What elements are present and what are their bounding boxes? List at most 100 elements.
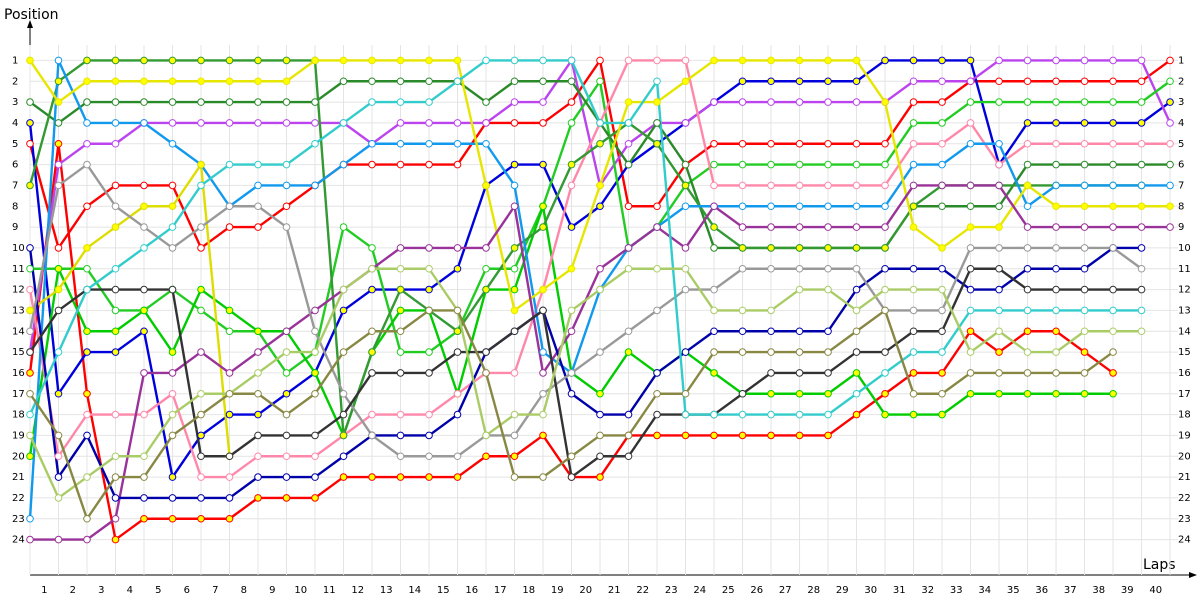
point — [425, 98, 433, 106]
point — [881, 139, 889, 148]
point — [1109, 119, 1117, 127]
point — [197, 160, 205, 169]
point — [396, 139, 405, 148]
point — [1052, 306, 1060, 315]
point — [1137, 327, 1146, 336]
point — [852, 160, 861, 169]
point — [254, 410, 262, 419]
point — [26, 56, 34, 65]
y-tick-label-right: 8 — [1178, 201, 1184, 212]
point — [111, 119, 120, 127]
point — [852, 285, 861, 294]
point — [881, 369, 889, 377]
point — [54, 348, 63, 356]
point — [1109, 98, 1117, 106]
point — [539, 223, 547, 231]
point — [767, 327, 775, 336]
point — [710, 410, 718, 419]
x-tick-label: 12 — [351, 585, 364, 596]
point — [567, 327, 576, 336]
point — [852, 181, 861, 190]
y-tick-label-right: 9 — [1178, 222, 1184, 233]
point — [1080, 369, 1089, 377]
point — [1052, 264, 1060, 273]
point — [1137, 181, 1146, 190]
point — [1166, 181, 1174, 190]
point — [510, 473, 519, 481]
x-tick-label: 16 — [465, 585, 478, 596]
point — [282, 119, 291, 127]
point — [453, 327, 462, 336]
point — [995, 56, 1003, 65]
point — [396, 452, 405, 461]
point — [254, 473, 262, 481]
point — [995, 327, 1003, 336]
point — [767, 56, 775, 65]
y-tick-label-right: 1 — [1178, 55, 1184, 66]
point — [596, 56, 604, 65]
point — [938, 119, 946, 127]
point — [795, 348, 804, 356]
point — [26, 139, 34, 148]
point — [767, 369, 775, 377]
point — [26, 514, 34, 523]
point — [197, 181, 205, 190]
point — [852, 202, 861, 211]
point — [1023, 348, 1032, 356]
point — [1166, 223, 1174, 231]
point — [1052, 160, 1060, 169]
point — [596, 264, 604, 273]
point — [168, 98, 177, 106]
point — [482, 98, 490, 106]
point — [596, 348, 604, 356]
point — [966, 98, 975, 106]
point — [1052, 77, 1060, 86]
point — [282, 56, 291, 65]
y-tick-label-right: 15 — [1178, 347, 1191, 358]
point — [26, 264, 34, 273]
point — [254, 494, 262, 502]
x-tick-label: 31 — [893, 585, 906, 596]
point — [767, 306, 775, 315]
point — [482, 139, 490, 148]
point — [225, 98, 234, 106]
point — [396, 98, 405, 106]
x-tick-label: 13 — [380, 585, 393, 596]
point — [1052, 181, 1060, 190]
point — [1137, 306, 1146, 315]
point — [1109, 285, 1117, 294]
point — [282, 348, 291, 356]
x-tick-label: 3 — [98, 585, 104, 596]
point — [567, 98, 576, 106]
y-tick-label-right: 2 — [1178, 76, 1184, 87]
point — [140, 223, 148, 231]
point — [510, 160, 519, 169]
point — [881, 98, 889, 106]
point — [1023, 223, 1032, 231]
series-line — [29, 267, 1142, 479]
point — [311, 369, 319, 377]
point — [225, 494, 234, 502]
point — [710, 160, 718, 169]
point — [852, 348, 861, 356]
point — [510, 77, 519, 86]
point — [852, 77, 861, 86]
point — [254, 77, 262, 86]
point — [995, 264, 1003, 273]
point — [539, 285, 547, 294]
point — [852, 139, 861, 148]
point — [254, 202, 262, 211]
point — [767, 77, 775, 86]
point — [140, 181, 148, 190]
point — [1052, 389, 1060, 398]
point — [254, 160, 262, 169]
point — [738, 139, 747, 148]
point — [425, 77, 433, 86]
point — [938, 306, 946, 315]
point — [54, 77, 63, 86]
x-tick-label: 38 — [1092, 585, 1105, 596]
point — [111, 348, 120, 356]
point — [282, 452, 291, 461]
point — [1166, 56, 1174, 65]
